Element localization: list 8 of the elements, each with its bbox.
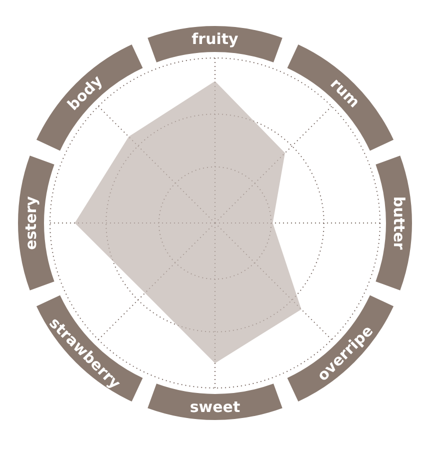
label-band: estery bbox=[18, 156, 54, 290]
label-band: sweet bbox=[148, 384, 282, 420]
label-band: butter bbox=[376, 156, 412, 290]
label-band: fruity bbox=[148, 26, 282, 62]
spoke-label: estery bbox=[22, 196, 40, 250]
spoke-label: fruity bbox=[192, 30, 239, 48]
spoke-label: butter bbox=[390, 196, 408, 250]
spoke-label: sweet bbox=[190, 398, 240, 416]
